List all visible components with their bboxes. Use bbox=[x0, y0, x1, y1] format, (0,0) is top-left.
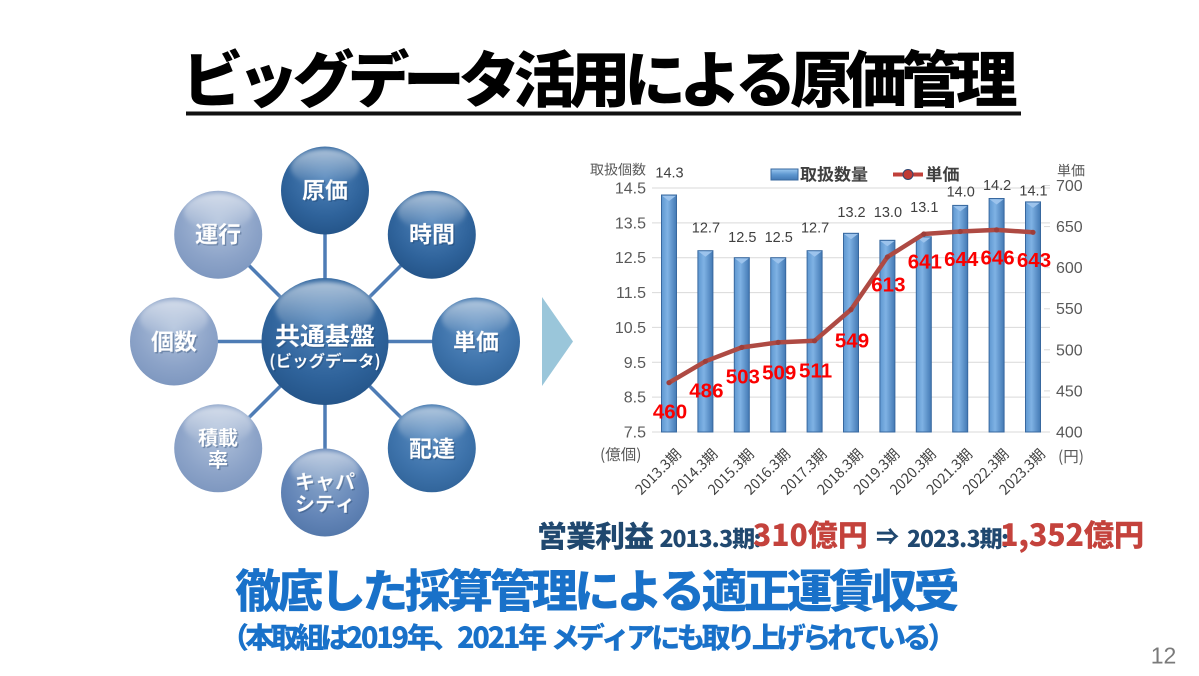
svg-text:14.2: 14.2 bbox=[983, 178, 1011, 194]
svg-text:12.5: 12.5 bbox=[765, 230, 793, 246]
svg-text:11.5: 11.5 bbox=[616, 285, 646, 302]
svg-text:13.5: 13.5 bbox=[615, 215, 646, 232]
svg-text:14.3: 14.3 bbox=[655, 166, 683, 182]
svg-text:613: 613 bbox=[871, 274, 905, 297]
svg-text:13.1: 13.1 bbox=[910, 200, 938, 216]
svg-text:641: 641 bbox=[908, 251, 942, 274]
svg-text:14.1: 14.1 bbox=[1019, 184, 1047, 200]
svg-text:600: 600 bbox=[1056, 260, 1083, 277]
svg-text:14.0: 14.0 bbox=[947, 185, 975, 201]
svg-text:549: 549 bbox=[835, 330, 869, 353]
svg-text:509: 509 bbox=[762, 362, 796, 385]
svg-text:14.5: 14.5 bbox=[615, 181, 646, 198]
svg-text:400: 400 bbox=[1056, 425, 1083, 442]
svg-text:13.2: 13.2 bbox=[837, 205, 865, 221]
svg-text:646: 646 bbox=[980, 246, 1014, 269]
svg-text:550: 550 bbox=[1056, 301, 1083, 318]
svg-text:8.5: 8.5 bbox=[624, 390, 646, 407]
svg-text:700: 700 bbox=[1056, 178, 1083, 195]
svg-text:12.7: 12.7 bbox=[801, 221, 829, 237]
svg-text:10.5: 10.5 bbox=[615, 320, 646, 337]
svg-text:9.5: 9.5 bbox=[624, 355, 646, 372]
svg-text:13.0: 13.0 bbox=[874, 205, 902, 221]
svg-text:450: 450 bbox=[1056, 383, 1083, 400]
svg-text:643: 643 bbox=[1017, 249, 1051, 272]
svg-text:12: 12 bbox=[1151, 643, 1177, 669]
svg-text:644: 644 bbox=[944, 248, 979, 271]
svg-text:511: 511 bbox=[799, 360, 832, 383]
svg-text:460: 460 bbox=[653, 401, 687, 424]
svg-text:486: 486 bbox=[689, 380, 723, 403]
svg-text:12.5: 12.5 bbox=[615, 250, 646, 267]
svg-text:500: 500 bbox=[1056, 342, 1083, 359]
svg-text:12.7: 12.7 bbox=[692, 221, 720, 237]
svg-text:12.5: 12.5 bbox=[728, 230, 756, 246]
svg-text:503: 503 bbox=[726, 366, 760, 389]
svg-text:7.5: 7.5 bbox=[624, 425, 646, 442]
svg-text:650: 650 bbox=[1056, 219, 1083, 236]
